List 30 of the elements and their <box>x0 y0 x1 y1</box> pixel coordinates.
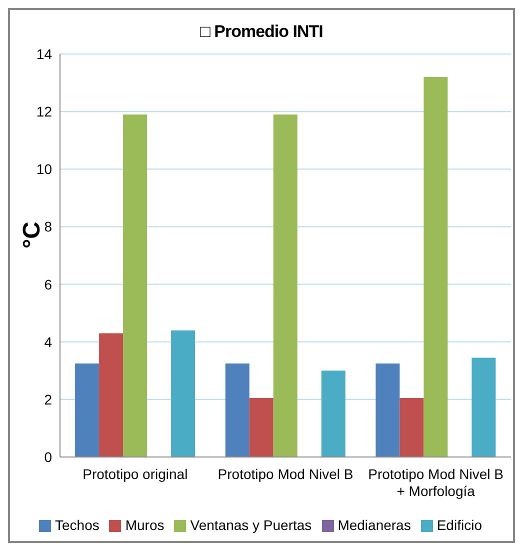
y-tick-label: 4 <box>44 334 52 350</box>
y-tick-label: 14 <box>36 46 52 62</box>
bar <box>171 330 196 457</box>
chart-title: □ Promedio INTI <box>199 22 324 42</box>
y-axis-title: °C <box>18 222 45 248</box>
bar <box>249 398 274 457</box>
x-tick-label: Prototipo original <box>82 466 188 482</box>
y-tick-label: 8 <box>44 218 52 235</box>
x-tick-label: Prototipo Mod Nivel B <box>218 466 354 482</box>
bar <box>376 363 400 457</box>
legend-label: Medianeras <box>338 517 411 533</box>
legend-label: Ventanas y Puertas <box>190 517 312 533</box>
bar <box>472 358 496 457</box>
x-tick-label: Prototipo Mod Nivel B + Morfología <box>368 466 504 499</box>
bar <box>75 363 100 457</box>
bar <box>424 77 448 457</box>
bar <box>123 114 148 457</box>
y-tick-label: 6 <box>44 276 52 292</box>
legend-label: Edificio <box>436 517 482 533</box>
y-tick-label: 0 <box>44 448 52 465</box>
y-tick-label: 12 <box>36 104 52 120</box>
y-tick-label: 2 <box>44 391 52 408</box>
bar <box>400 398 424 457</box>
bar <box>225 363 250 457</box>
legend-label: Muros <box>125 517 164 533</box>
bar <box>321 370 346 457</box>
bar <box>99 333 124 457</box>
bar <box>273 114 298 457</box>
y-tick-label: 10 <box>36 161 52 178</box>
legend-label: Techos <box>55 517 100 533</box>
